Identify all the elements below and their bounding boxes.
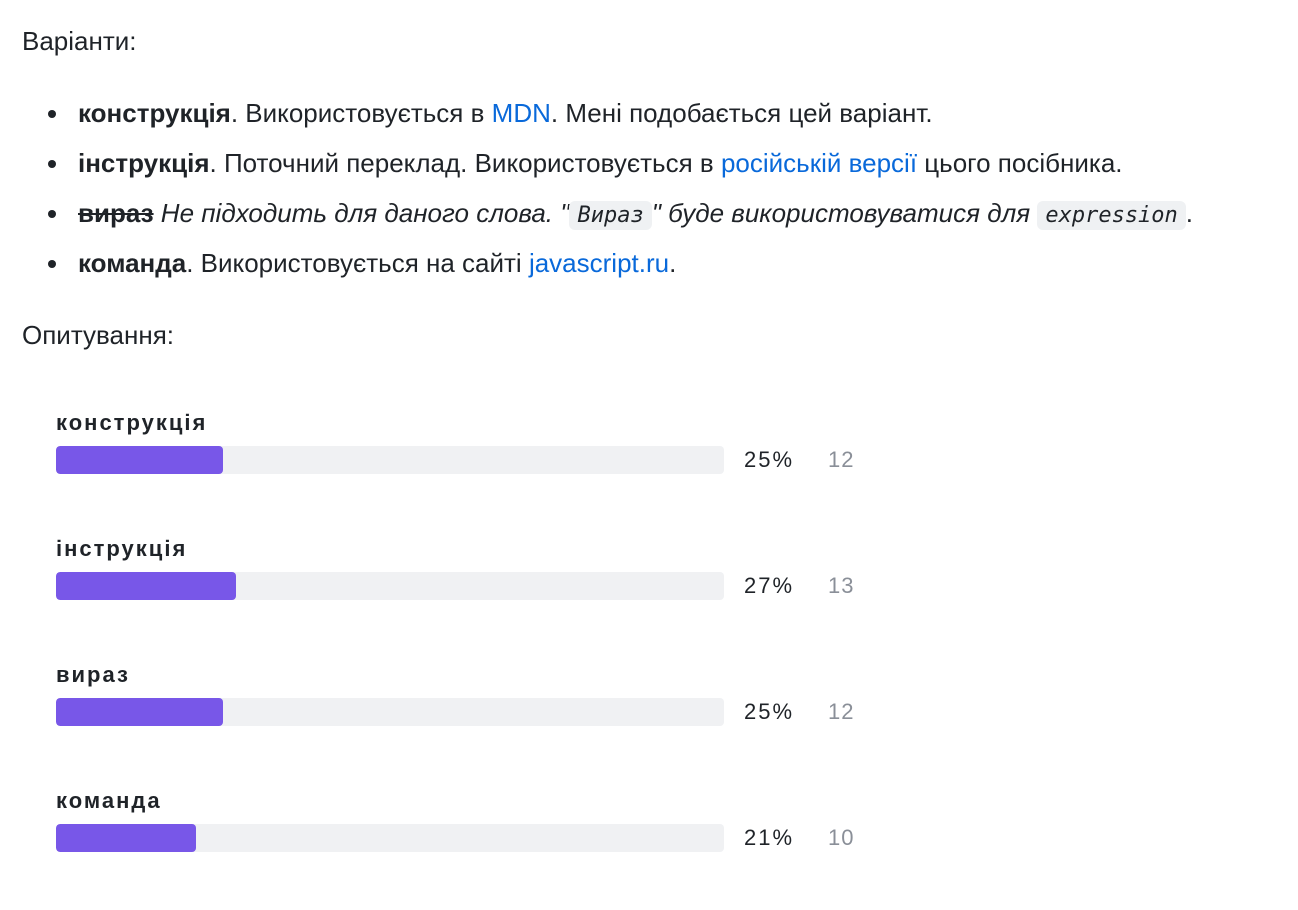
bullet-icon bbox=[48, 260, 56, 268]
option-description: . Поточний переклад. Використовується в bbox=[209, 148, 721, 178]
poll-vote-count: 10 bbox=[828, 825, 855, 850]
option-link[interactable]: російській версії bbox=[720, 148, 918, 178]
poll-results: конструкція 25% 12 інструкція 27% 13 вираз 25% 1… bbox=[56, 406, 876, 910]
poll-vote-count: 13 bbox=[828, 573, 855, 598]
poll-row: конструкція 25% 12 bbox=[56, 406, 876, 532]
inline-code: Вираз bbox=[569, 201, 652, 230]
inline-code: expression bbox=[1037, 201, 1186, 230]
poll-row: команда 21% 10 bbox=[56, 784, 876, 910]
poll-option-label: конструкція bbox=[56, 410, 208, 435]
poll-percent: 25% bbox=[744, 699, 795, 724]
option-description: . bbox=[1185, 198, 1194, 228]
poll-bar-track bbox=[56, 572, 724, 600]
poll-row: інструкція 27% 13 bbox=[56, 532, 876, 658]
option-link[interactable]: MDN bbox=[491, 98, 551, 128]
option-description: цього посібника. bbox=[917, 148, 1123, 178]
poll-bar-track bbox=[56, 446, 724, 474]
poll-vote-count: 12 bbox=[828, 447, 855, 472]
poll-option-label: вираз bbox=[56, 662, 130, 687]
option-item: вираз Не підходить для даного слова. " Ви… bbox=[22, 196, 1193, 246]
poll-bar-fill bbox=[56, 572, 237, 600]
variants-heading: Варіанти: bbox=[22, 26, 137, 56]
option-description: . Мені подобається цей варіант. bbox=[550, 98, 933, 128]
poll-percent: 27% bbox=[744, 573, 795, 598]
bullet-icon bbox=[48, 160, 56, 168]
option-term: команда bbox=[78, 248, 187, 278]
poll-percent: 21% bbox=[744, 825, 795, 850]
option-item: інструкція. Поточний переклад. Використо… bbox=[22, 146, 1193, 196]
option-item: команда. Використовується на сайті javas… bbox=[22, 246, 1193, 296]
option-description: . bbox=[669, 248, 677, 278]
option-description: Не підходить для даного слова. " bbox=[153, 198, 570, 228]
poll-vote-count: 12 bbox=[828, 699, 855, 724]
option-item: конструкція. Використовується в MDN. Мен… bbox=[22, 96, 1193, 146]
poll-bar-fill bbox=[56, 446, 223, 474]
option-description: " буде використовуватися для bbox=[651, 198, 1038, 228]
poll-heading: Опитування: bbox=[22, 320, 175, 350]
poll-bar-track bbox=[56, 824, 724, 852]
option-term: вираз bbox=[78, 198, 154, 228]
poll-bar-fill bbox=[56, 698, 223, 726]
poll-percent: 25% bbox=[744, 447, 795, 472]
poll-bar-fill bbox=[56, 824, 197, 852]
bullet-icon bbox=[48, 210, 56, 218]
option-link[interactable]: javascript.ru bbox=[528, 248, 670, 278]
poll-bar-track bbox=[56, 698, 724, 726]
option-description: . Використовується в bbox=[230, 98, 492, 128]
option-term: конструкція bbox=[78, 98, 231, 128]
poll-row: вираз 25% 12 bbox=[56, 658, 876, 784]
poll-option-label: команда bbox=[56, 788, 162, 813]
option-term: інструкція bbox=[78, 148, 210, 178]
option-description: . Використовується на сайті bbox=[186, 248, 529, 278]
options-list: конструкція. Використовується в MDN. Мен… bbox=[22, 96, 1193, 296]
bullet-icon bbox=[48, 110, 56, 118]
poll-option-label: інструкція bbox=[56, 536, 188, 561]
